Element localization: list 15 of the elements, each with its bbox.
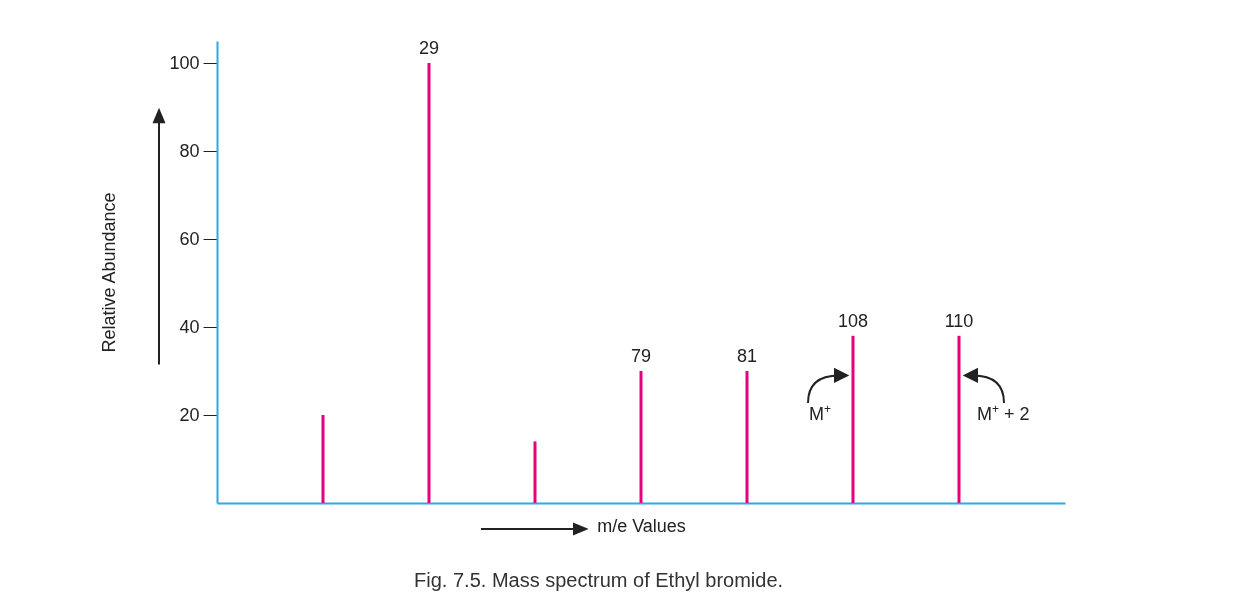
x-tick-label: 81 <box>736 346 758 366</box>
annotation: M$^{+}$ <box>808 402 831 424</box>
x-tick-label: 79 <box>630 346 652 366</box>
y-tick-label: 80 <box>179 140 200 161</box>
x-tick-label: 110 <box>944 310 974 331</box>
x-axis-title: m/e Values <box>597 515 686 536</box>
y-tick-label: 100 <box>169 52 200 73</box>
y-tick-label: 60 <box>179 228 200 249</box>
x-tick-label: 29 <box>418 38 440 58</box>
y-axis-title: Relative Abundance <box>99 192 120 353</box>
y-tick-label: 40 <box>179 316 200 337</box>
x-tick-label: 108 <box>837 310 869 331</box>
caption: Fig. 7.5. Mass spectrum of Ethyl bromide. <box>414 569 784 591</box>
annotation: M$^{+}$ + 2 <box>977 402 1030 424</box>
y-tick-label: 20 <box>179 404 200 425</box>
